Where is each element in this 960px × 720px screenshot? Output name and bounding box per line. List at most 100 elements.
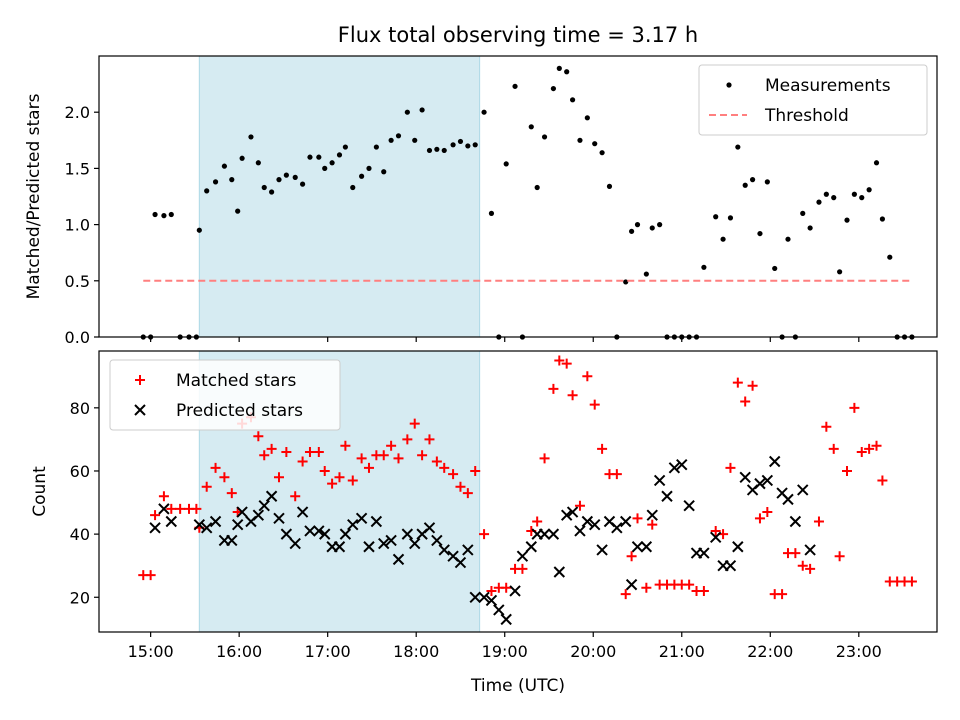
matched-point bbox=[611, 469, 622, 480]
matched-point bbox=[417, 450, 428, 461]
matched-point bbox=[517, 563, 528, 574]
matched-point bbox=[647, 519, 658, 530]
measurement-point bbox=[866, 187, 872, 193]
matched-point bbox=[319, 465, 330, 476]
predicted-point bbox=[589, 518, 601, 531]
predicted-point bbox=[296, 506, 309, 518]
predicted-point bbox=[782, 493, 794, 506]
predicted-point bbox=[258, 500, 270, 512]
predicted-point bbox=[347, 518, 359, 531]
matched-point bbox=[554, 355, 565, 366]
x-tick-label: 20:00 bbox=[570, 642, 616, 661]
matched-point bbox=[698, 585, 709, 596]
measurement-point bbox=[577, 137, 583, 143]
predicted-point bbox=[193, 518, 206, 531]
measurement-point bbox=[261, 184, 267, 191]
legend-marker bbox=[726, 82, 732, 88]
measurement-point bbox=[269, 189, 275, 195]
measurement-point bbox=[800, 210, 806, 216]
measurement-point bbox=[235, 208, 241, 214]
predicted-point bbox=[804, 544, 816, 556]
predicted-point bbox=[553, 566, 566, 578]
matched-point bbox=[486, 585, 497, 596]
matched-point bbox=[906, 576, 917, 587]
predicted-point bbox=[596, 544, 608, 556]
legend-label: Measurements bbox=[765, 76, 891, 96]
predicted-point bbox=[789, 515, 802, 528]
measurement-point bbox=[212, 179, 219, 185]
matched-point bbox=[790, 548, 801, 559]
predicted-point bbox=[339, 528, 352, 540]
measurement-point bbox=[329, 160, 335, 166]
measurement-point bbox=[152, 211, 158, 218]
matched-point bbox=[532, 516, 543, 527]
matched-point bbox=[589, 399, 600, 410]
measurement-point bbox=[248, 134, 254, 140]
x-tick-label: 16:00 bbox=[216, 642, 262, 661]
measurement-point bbox=[221, 163, 228, 169]
measurement-point bbox=[488, 210, 495, 216]
predicted-point bbox=[646, 509, 658, 521]
y-axis-label: Count bbox=[30, 466, 50, 517]
predicted-point bbox=[761, 474, 774, 487]
measurement-point bbox=[322, 165, 328, 171]
legend-item: Matched stars bbox=[135, 371, 296, 391]
predicted-point bbox=[574, 525, 586, 537]
predicted-point bbox=[709, 531, 722, 543]
measurement-point bbox=[727, 215, 734, 221]
legend-label: Threshold bbox=[764, 106, 849, 126]
matched-point bbox=[304, 447, 315, 458]
predicted-point bbox=[385, 534, 397, 547]
measurement-point bbox=[837, 269, 843, 275]
panels: 0.0 0.5 1.0 1.5 2.0 Matched/Predicted stars Me… bbox=[24, 55, 938, 696]
matched-point bbox=[150, 510, 161, 521]
matched-point bbox=[273, 472, 284, 483]
predicted-point bbox=[231, 518, 244, 531]
matched-point bbox=[582, 371, 593, 382]
measurement-point bbox=[342, 144, 348, 150]
matched-point bbox=[849, 402, 860, 413]
predicted-point bbox=[423, 522, 436, 534]
matched-point bbox=[574, 500, 585, 511]
measurement-point bbox=[629, 228, 635, 234]
legend-label: Matched stars bbox=[176, 371, 296, 391]
predicted-point bbox=[493, 604, 505, 616]
axes-frame bbox=[98, 55, 938, 338]
measurement-point bbox=[316, 154, 322, 160]
predicted-point bbox=[581, 515, 594, 528]
predicted-point bbox=[462, 544, 474, 556]
matched-point bbox=[210, 462, 221, 473]
matched-point bbox=[431, 456, 442, 467]
predicted-point bbox=[149, 522, 161, 534]
predicted-point bbox=[516, 550, 529, 562]
measurement-point bbox=[599, 150, 605, 156]
predicted-point bbox=[333, 541, 346, 553]
matched-point bbox=[334, 472, 345, 483]
matched-point bbox=[356, 453, 367, 464]
y-tick-label: 1.5 bbox=[65, 159, 90, 178]
matched-point bbox=[226, 488, 237, 499]
matched-point bbox=[290, 491, 301, 502]
panel-2: 20 40 60 80 15:00 16:00 17:00 18:00 19:00 20:00 21… bbox=[30, 350, 938, 696]
matched-point bbox=[470, 465, 481, 476]
matched-point bbox=[762, 507, 773, 518]
predicted-point bbox=[378, 537, 390, 550]
matched-point bbox=[877, 475, 888, 486]
matched-point bbox=[754, 513, 765, 524]
y-tick-label: 20 bbox=[70, 588, 90, 607]
matched-point bbox=[777, 589, 788, 600]
legend-item: Measurements bbox=[726, 76, 891, 96]
measurement-point bbox=[229, 177, 235, 183]
measurement-point bbox=[161, 213, 167, 219]
matched-point bbox=[378, 450, 389, 461]
measurement-point bbox=[239, 155, 245, 161]
x-tick-label: 19:00 bbox=[482, 642, 528, 661]
predicted-point bbox=[500, 613, 512, 626]
y-tick-label: 0.0 bbox=[65, 328, 90, 347]
measurement-point bbox=[749, 177, 756, 183]
matched-point bbox=[439, 462, 450, 473]
matched-point bbox=[281, 447, 292, 458]
measurement-point bbox=[757, 230, 763, 237]
measurement-point bbox=[541, 134, 548, 140]
y-tick-label: 0.5 bbox=[65, 272, 90, 291]
